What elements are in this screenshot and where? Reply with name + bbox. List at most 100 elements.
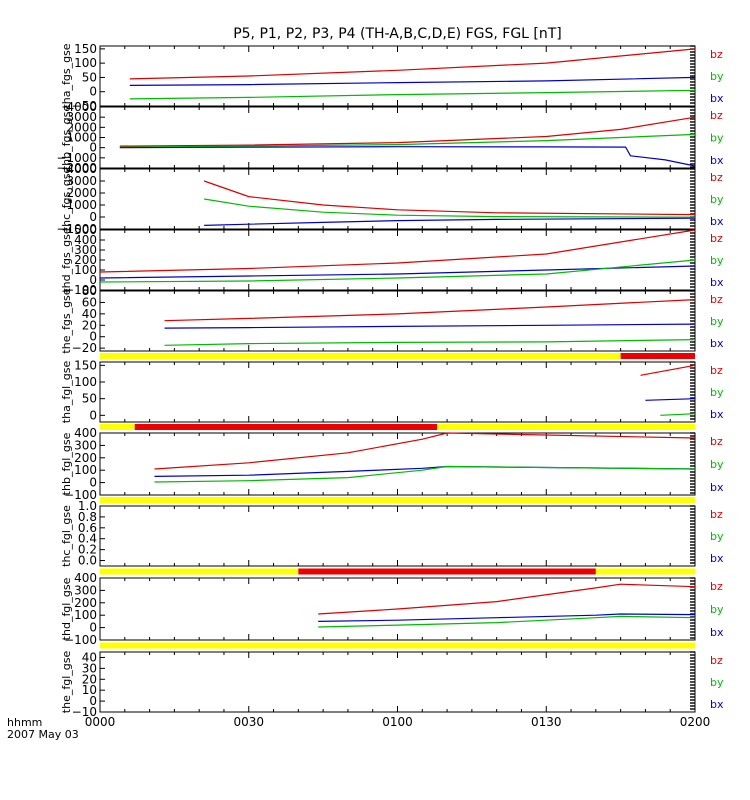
legend-by: by — [710, 254, 724, 267]
status-segment-yellow — [100, 497, 695, 503]
legend-bz: bz — [710, 171, 723, 184]
y-tick-label: 0 — [89, 621, 97, 635]
y-tick-label: 1000 — [66, 198, 97, 212]
y-tick-label: 0 — [89, 141, 97, 155]
panel-tha_fgl_gse: 150 100 50 0 tha_fgl_gse bz by bx — [60, 358, 724, 430]
y-tick-label: 2000 — [66, 120, 97, 134]
y-tick-label: 30 — [82, 661, 97, 675]
y-tick-label: 150 — [74, 42, 97, 56]
y-tick-label: 0.0 — [78, 554, 97, 568]
y-tick-label: −100 — [64, 633, 97, 647]
legend-by: by — [710, 603, 724, 616]
y-tick-label: 0.8 — [78, 510, 97, 524]
y-tick-label: 50 — [82, 70, 97, 84]
y-tick-label: −100 — [64, 488, 97, 502]
y-tick-label: 3000 — [66, 174, 97, 188]
series-bz-line — [640, 364, 696, 376]
y-tick-label: −100 — [64, 283, 97, 297]
series-bx-line — [164, 323, 696, 329]
series-bx-line — [99, 265, 696, 279]
y-tick-label: 100 — [74, 608, 97, 622]
y-tick-label: 4000 — [66, 100, 97, 114]
panel-frame — [99, 432, 696, 496]
panel-frame — [99, 168, 696, 230]
series-bx-line — [645, 398, 696, 401]
y-tick-label: 200 — [74, 596, 97, 610]
panel-ylabel: thb_fgl_gse — [60, 432, 73, 495]
y-tick-label: 0.2 — [78, 543, 97, 557]
legend-bz: bz — [710, 654, 723, 667]
y-tick-label: 200 — [74, 451, 97, 465]
y-tick-label: 300 — [74, 583, 97, 597]
y-tick-label: 100 — [74, 463, 97, 477]
series-by-line — [204, 198, 696, 218]
y-tick-label: 100 — [74, 56, 97, 70]
legend-bz: bz — [710, 232, 723, 245]
series-bx-line — [204, 217, 696, 226]
y-tick-label: −10 — [72, 705, 97, 719]
legend-bx: bx — [710, 276, 724, 289]
legend-by: by — [710, 386, 724, 399]
panel-ylabel: tha_fgl_gse — [60, 361, 73, 424]
series-bx-line — [318, 613, 696, 622]
series-by-line — [318, 615, 696, 628]
y-tick-label: 40 — [82, 307, 97, 321]
y-tick-label: 1.0 — [78, 499, 97, 513]
legend-bx: bx — [710, 92, 724, 105]
status-segment-yellow — [437, 424, 695, 430]
legend-bz: bz — [710, 48, 723, 61]
panel-ylabel: thd_fgs_gse — [60, 227, 73, 293]
y-tick-label: 100 — [74, 263, 97, 277]
y-tick-label: 200 — [74, 253, 97, 267]
y-tick-label: 0 — [89, 330, 97, 344]
series-bz-line — [119, 116, 696, 147]
legend-bx: bx — [710, 215, 724, 228]
panel-frame — [99, 45, 696, 107]
series-bx-line — [129, 76, 696, 86]
legend-by: by — [710, 315, 724, 328]
series-by-line — [154, 465, 696, 483]
y-tick-label: 4000 — [66, 162, 97, 176]
y-tick-label: 400 — [74, 426, 97, 440]
legend-bz: bz — [710, 435, 723, 448]
legend-bz: bz — [710, 293, 723, 306]
y-tick-label: 0 — [89, 210, 97, 224]
legend-bz: bz — [710, 109, 723, 122]
y-tick-label: −1000 — [56, 222, 97, 236]
y-tick-label: 300 — [74, 438, 97, 452]
status-segment-yellow — [100, 424, 135, 430]
series-bz-line — [164, 299, 696, 322]
series-bz-line — [154, 432, 696, 470]
y-tick-label: 150 — [74, 358, 97, 372]
legend-bz: bz — [710, 580, 723, 593]
y-tick-label: 0 — [89, 476, 97, 490]
legend-by: by — [710, 70, 724, 83]
panel-ylabel: the_fgs_gse — [60, 288, 73, 353]
series-bx-line — [119, 146, 696, 167]
y-tick-label: 40 — [82, 650, 97, 664]
y-tick-label: 0 — [89, 273, 97, 287]
y-tick-label: −1000 — [56, 151, 97, 165]
x-tick-label: 0000 — [85, 715, 116, 729]
x-tick-label: 0030 — [233, 715, 264, 729]
y-tick-label: 400 — [74, 571, 97, 585]
legend-bz: bz — [710, 364, 723, 377]
panel-frame — [99, 505, 696, 567]
legend-bx: bx — [710, 481, 724, 494]
series-bz-line — [318, 583, 696, 615]
status-segment-yellow — [100, 353, 621, 359]
time-axis-label: hhmm — [7, 716, 43, 729]
legend-by: by — [710, 132, 724, 145]
y-tick-label: 50 — [82, 392, 97, 406]
y-tick-label: 80 — [82, 284, 97, 298]
legend-by: by — [710, 458, 724, 471]
panel-ylabel: thc_fgl_gse — [60, 505, 73, 567]
y-tick-label: 20 — [82, 318, 97, 332]
date-label: 2007 May 03 — [7, 728, 79, 741]
